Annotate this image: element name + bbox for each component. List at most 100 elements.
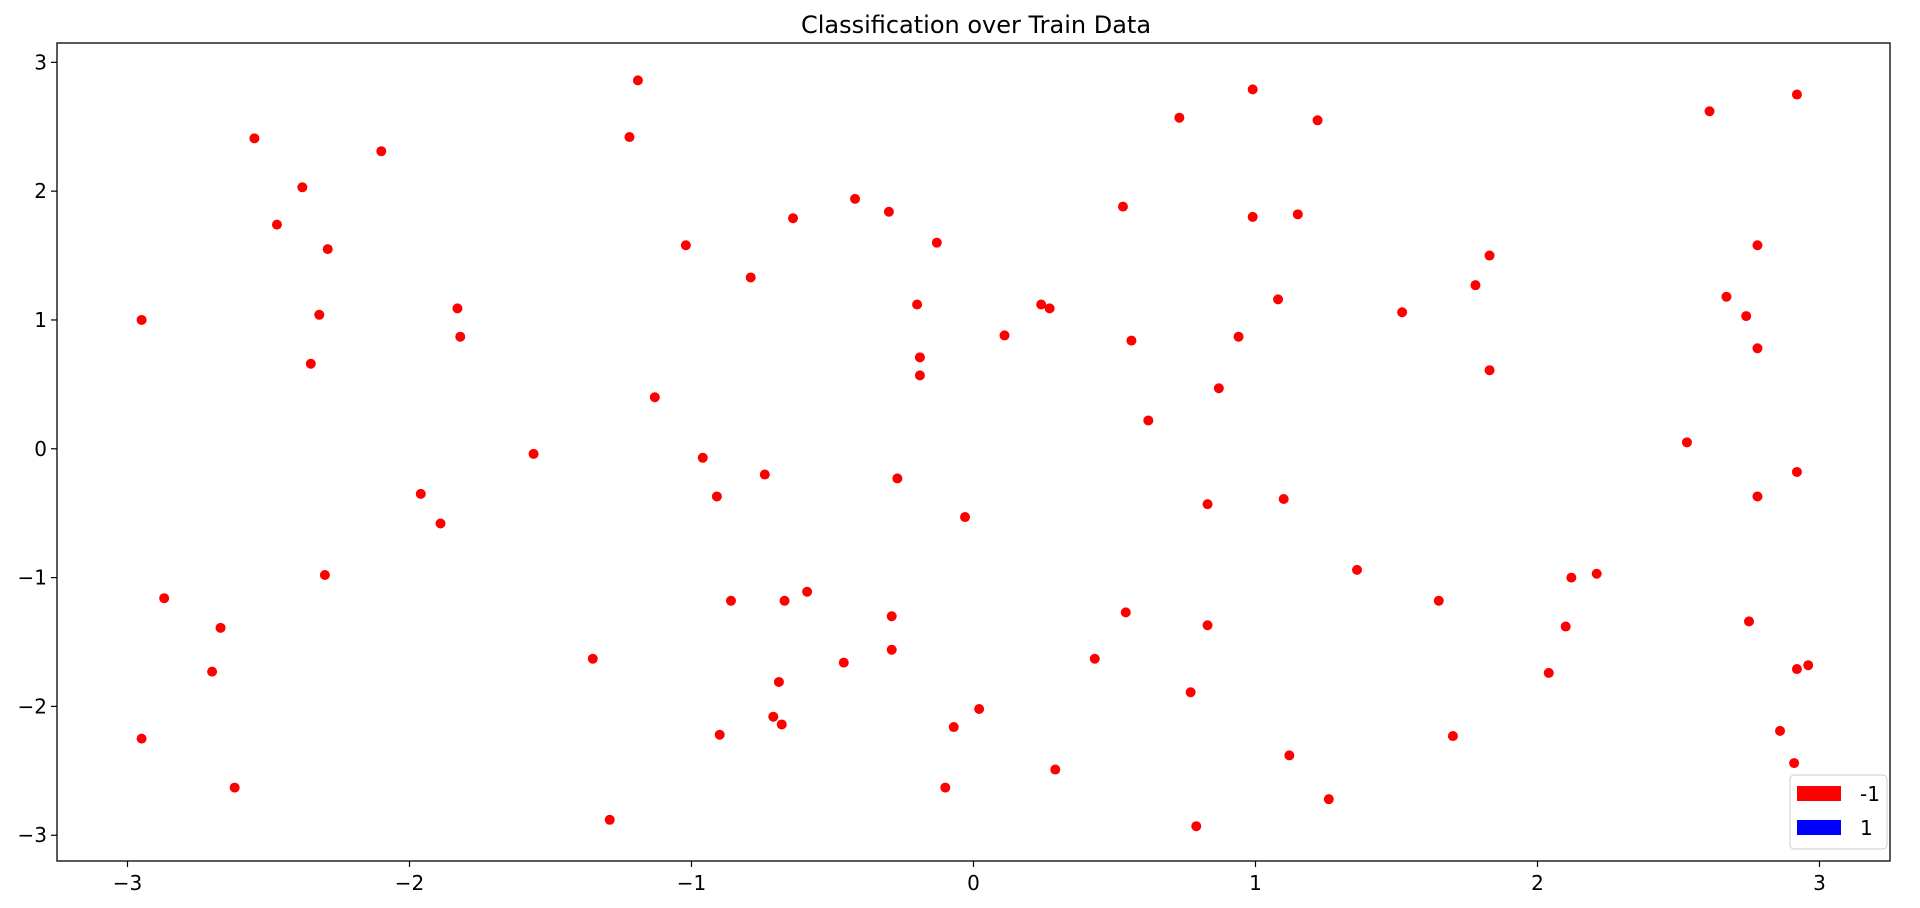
- data-point: [1566, 572, 1577, 583]
- data-point: [1447, 731, 1458, 742]
- data-point: [207, 666, 218, 677]
- data-point: [1247, 84, 1258, 95]
- data-point: [415, 488, 426, 499]
- data-point: [697, 452, 708, 463]
- data-point: [892, 473, 903, 484]
- data-point: [305, 358, 316, 369]
- y-tick-label: 3: [34, 50, 47, 74]
- data-point: [1752, 343, 1763, 354]
- data-point: [649, 392, 660, 403]
- data-point: [1775, 725, 1786, 736]
- data-point: [914, 352, 925, 363]
- data-point: [1352, 564, 1363, 575]
- y-axis: −3 −2 −1 0 1 2 3: [18, 50, 57, 847]
- data-point: [322, 244, 333, 255]
- data-point: [725, 595, 736, 606]
- data-point: [960, 512, 971, 523]
- data-point: [883, 206, 894, 217]
- data-point: [1803, 660, 1814, 671]
- data-point: [1050, 764, 1061, 775]
- x-tick-label: −3: [113, 871, 142, 895]
- data-point: [1126, 335, 1137, 346]
- data-point: [714, 729, 725, 740]
- plot-frame: [56, 42, 1891, 862]
- y-tick-label: 1: [34, 308, 47, 332]
- data-point: [773, 676, 784, 687]
- y-tick-label: 0: [34, 437, 47, 461]
- data-point: [632, 75, 643, 86]
- data-point: [376, 146, 387, 157]
- chart-title: Classification over Train Data: [801, 11, 1151, 39]
- data-point: [1704, 106, 1715, 117]
- data-point: [1323, 794, 1334, 805]
- data-point: [999, 330, 1010, 341]
- data-point: [1791, 664, 1802, 675]
- data-point: [435, 518, 446, 529]
- legend-swatch-pos1: [1797, 820, 1841, 835]
- data-point: [1791, 466, 1802, 477]
- data-point: [1741, 311, 1752, 322]
- data-point: [802, 586, 813, 597]
- data-point: [1470, 280, 1481, 291]
- x-tick-label: −1: [677, 871, 706, 895]
- data-point: [1744, 616, 1754, 627]
- data-point: [948, 722, 959, 733]
- data-point: [229, 782, 240, 793]
- data-point: [1213, 383, 1224, 394]
- data-point: [1174, 112, 1185, 123]
- x-tick-label: −2: [395, 871, 424, 895]
- x-axis: −3 −2 −1 0 1 2 3: [113, 861, 1826, 895]
- data-point: [249, 133, 260, 144]
- data-point: [1089, 653, 1100, 664]
- data-point: [1752, 491, 1763, 502]
- data-point: [1191, 821, 1202, 832]
- x-tick-label: 3: [1813, 871, 1826, 895]
- data-point: [886, 611, 897, 622]
- legend-swatch-neg1: [1797, 786, 1841, 801]
- data-point: [452, 303, 463, 314]
- x-tick-label: 0: [967, 871, 980, 895]
- data-point: [1791, 89, 1802, 100]
- data-point: [1681, 437, 1692, 448]
- data-point: [1484, 250, 1495, 261]
- data-point: [1044, 303, 1055, 314]
- data-point: [1120, 607, 1131, 618]
- data-point: [1273, 294, 1284, 305]
- data-point: [1560, 621, 1571, 632]
- data-point: [136, 733, 147, 744]
- data-point: [1185, 687, 1196, 698]
- data-point: [776, 719, 787, 730]
- data-point: [940, 782, 951, 793]
- data-point: [1292, 209, 1303, 220]
- data-point: [1752, 240, 1763, 251]
- data-point: [1591, 568, 1602, 579]
- data-point: [1233, 331, 1244, 342]
- data-point: [136, 314, 147, 325]
- points-layer: [136, 75, 1814, 832]
- data-point: [1789, 758, 1800, 769]
- data-point: [680, 240, 691, 251]
- data-point: [159, 593, 170, 604]
- data-point: [271, 219, 282, 230]
- data-point: [319, 570, 330, 581]
- data-point: [1397, 307, 1408, 318]
- data-point: [1543, 667, 1554, 678]
- data-point: [1117, 201, 1128, 212]
- data-point: [587, 653, 598, 664]
- x-tick-label: 2: [1531, 871, 1544, 895]
- y-tick-label: −1: [18, 566, 47, 590]
- data-point: [914, 370, 925, 381]
- y-tick-label: 2: [34, 179, 47, 203]
- x-tick-label: 1: [1249, 871, 1262, 895]
- data-point: [931, 237, 942, 248]
- data-point: [1284, 750, 1295, 761]
- legend-label-neg1: -1: [1860, 782, 1880, 806]
- data-point: [1247, 211, 1258, 222]
- data-point: [1202, 620, 1213, 631]
- data-point: [1484, 365, 1495, 376]
- data-point: [745, 272, 756, 283]
- y-tick-label: −3: [18, 823, 47, 847]
- data-point: [886, 644, 897, 655]
- data-point: [528, 448, 539, 459]
